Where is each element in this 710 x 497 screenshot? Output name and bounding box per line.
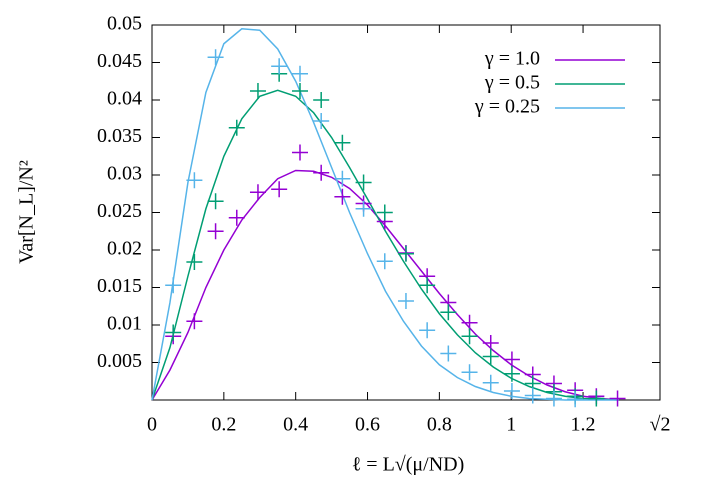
cross-marker <box>355 174 372 191</box>
cross-marker <box>313 164 330 181</box>
cross-marker <box>249 184 266 201</box>
cross-marker <box>440 304 457 321</box>
cross-marker <box>165 324 182 341</box>
x-tick-label: 0.4 <box>283 414 308 436</box>
cross-marker <box>588 390 605 407</box>
cross-marker <box>567 391 584 408</box>
x-tick-label: 0.8 <box>427 414 452 436</box>
y-tick-label: 0.005 <box>97 350 142 372</box>
x-axis-label: ℓ = L√(μ/ND) <box>352 454 465 476</box>
cross-marker <box>291 144 308 161</box>
cross-marker <box>482 348 499 365</box>
cross-marker <box>503 383 520 399</box>
cross-marker <box>186 172 203 189</box>
plot-frame <box>151 24 661 401</box>
cross-marker <box>291 65 308 82</box>
legend-label: γ = 1.0 <box>484 48 540 70</box>
x-tick-label: √2 <box>650 414 671 436</box>
cross-marker <box>207 49 224 66</box>
curve <box>151 27 619 401</box>
cross-marker <box>207 193 224 210</box>
cross-marker <box>503 365 520 382</box>
cross-marker <box>186 254 203 270</box>
cross-marker <box>228 209 245 226</box>
cross-marker <box>334 170 351 187</box>
y-tick-label: 0.035 <box>97 125 142 147</box>
y-tick-label: 0.015 <box>97 275 142 297</box>
x-tick-label: 0 <box>147 414 157 436</box>
cross-marker <box>249 83 266 99</box>
cross-marker <box>440 345 457 362</box>
cross-marker <box>334 188 351 205</box>
cross-marker <box>545 390 562 407</box>
cross-marker <box>397 245 414 262</box>
cross-marker <box>355 200 372 217</box>
cross-marker <box>419 322 436 339</box>
y-tick-label: 0.04 <box>107 88 142 110</box>
cross-marker <box>313 113 330 129</box>
cross-marker <box>271 58 288 75</box>
cross-marker <box>228 119 245 136</box>
y-tick-label: 0.025 <box>97 200 142 222</box>
cross-marker <box>313 92 330 108</box>
curve <box>151 89 620 401</box>
cross-marker <box>419 277 436 294</box>
y-tick-label: 0.01 <box>107 313 142 335</box>
cross-marker <box>186 313 203 330</box>
y-axis-label: Var[N_L]/N² <box>16 160 38 264</box>
y-tick-label: 0.05 <box>107 13 142 35</box>
x-tick-label: 1.2 <box>571 414 596 436</box>
cross-marker <box>609 390 626 407</box>
cross-marker <box>482 335 499 351</box>
cross-marker <box>397 293 414 309</box>
legend-label: γ = 0.5 <box>484 72 540 94</box>
cross-marker <box>461 364 478 381</box>
cross-marker <box>291 83 308 99</box>
legend-label: γ = 0.25 <box>474 96 540 118</box>
cross-marker <box>503 351 520 368</box>
cross-marker <box>376 253 393 270</box>
cross-marker <box>165 277 182 294</box>
y-tick-label: 0.02 <box>107 238 142 260</box>
x-tick-label: 0.2 <box>211 414 236 436</box>
cross-marker <box>524 387 541 404</box>
x-tick-label: 0.6 <box>355 414 380 436</box>
cross-marker <box>334 134 351 151</box>
cross-marker <box>461 314 478 331</box>
cross-marker <box>271 181 288 198</box>
cross-marker <box>207 223 224 240</box>
cross-marker <box>482 374 499 391</box>
x-tick-label: 1 <box>506 414 516 436</box>
cross-marker <box>461 328 478 345</box>
cross-marker <box>376 204 393 221</box>
y-tick-label: 0.03 <box>107 163 142 185</box>
y-tick-label: 0.045 <box>97 50 142 72</box>
